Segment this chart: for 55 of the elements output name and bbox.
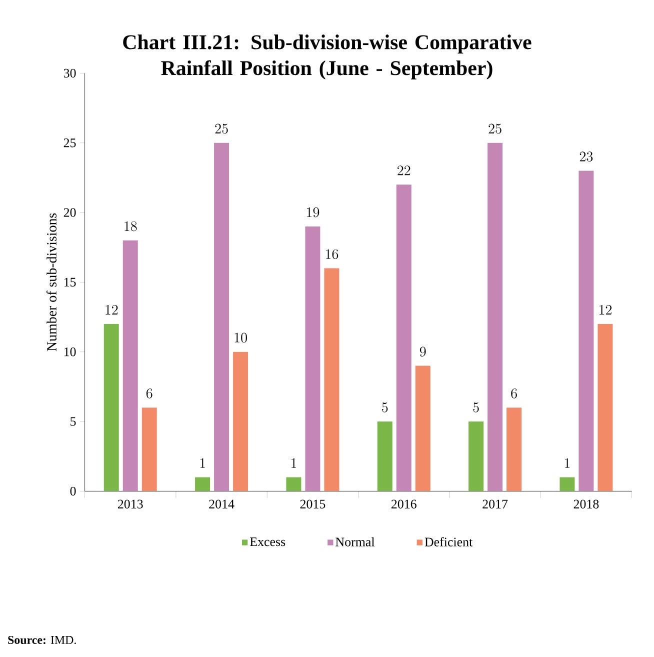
data-label: 10 <box>234 332 247 343</box>
text: Source: IMD. <box>8 636 76 644</box>
x-tick-label: 2015 <box>300 500 326 508</box>
data-label: 6 <box>146 388 152 398</box>
data-label: 1 <box>292 458 296 468</box>
y-tick-label: 0 <box>70 486 76 496</box>
bar <box>415 366 430 492</box>
bar <box>506 408 522 492</box>
bar <box>396 184 412 492</box>
y-tick-label: 25 <box>64 138 76 148</box>
bar <box>214 142 230 492</box>
legend-label: Excess <box>250 537 286 546</box>
x-tick-label: 2018 <box>574 500 599 508</box>
x-tick-label: 2014 <box>209 500 234 508</box>
x-tick-label: 2017 <box>482 500 508 508</box>
y-tick-label: 30 <box>64 68 76 78</box>
data-label: 22 <box>398 166 410 176</box>
bar <box>104 324 119 492</box>
y-tick-label: 10 <box>64 347 76 356</box>
data-label: 6 <box>511 388 517 398</box>
bar <box>122 240 138 492</box>
data-label: 12 <box>599 304 612 314</box>
bar <box>488 142 503 492</box>
data-label: 25 <box>215 124 228 134</box>
chart-title: Chart III.21: Sub-division-wise Comparative Rainfall Position (June - September) <box>123 34 532 80</box>
bar <box>578 170 594 492</box>
data-label: 9 <box>420 346 426 357</box>
bar <box>286 477 302 492</box>
bar <box>598 324 613 492</box>
x-tick-label: 2016 <box>391 500 416 508</box>
data-label: 5 <box>473 402 479 412</box>
bar <box>560 477 575 492</box>
legend-label: Deficient <box>424 537 473 546</box>
data-label: 25 <box>488 124 502 134</box>
data-label: 12 <box>106 304 118 314</box>
bar <box>377 422 392 492</box>
legend-label: Normal <box>336 537 375 546</box>
data-label: 1 <box>565 458 570 468</box>
data-label: 19 <box>306 207 320 218</box>
bar <box>305 226 320 492</box>
y-tick-label: 20 <box>64 208 76 217</box>
y-tick-label: 5 <box>70 417 76 426</box>
data-label: 16 <box>326 249 338 260</box>
bar <box>324 268 340 492</box>
data-label: 18 <box>124 221 137 232</box>
bar <box>468 422 484 492</box>
y-axis-title: Number of sub-divisions <box>46 213 56 352</box>
x-tick-label: 2013 <box>118 500 143 508</box>
data-label: 23 <box>580 152 593 162</box>
data-label: 1 <box>200 458 205 468</box>
data-label: 5 <box>382 402 388 412</box>
bar <box>142 408 157 492</box>
bar <box>195 477 210 492</box>
bar <box>233 352 248 492</box>
y-tick-label: 15 <box>64 278 76 287</box>
